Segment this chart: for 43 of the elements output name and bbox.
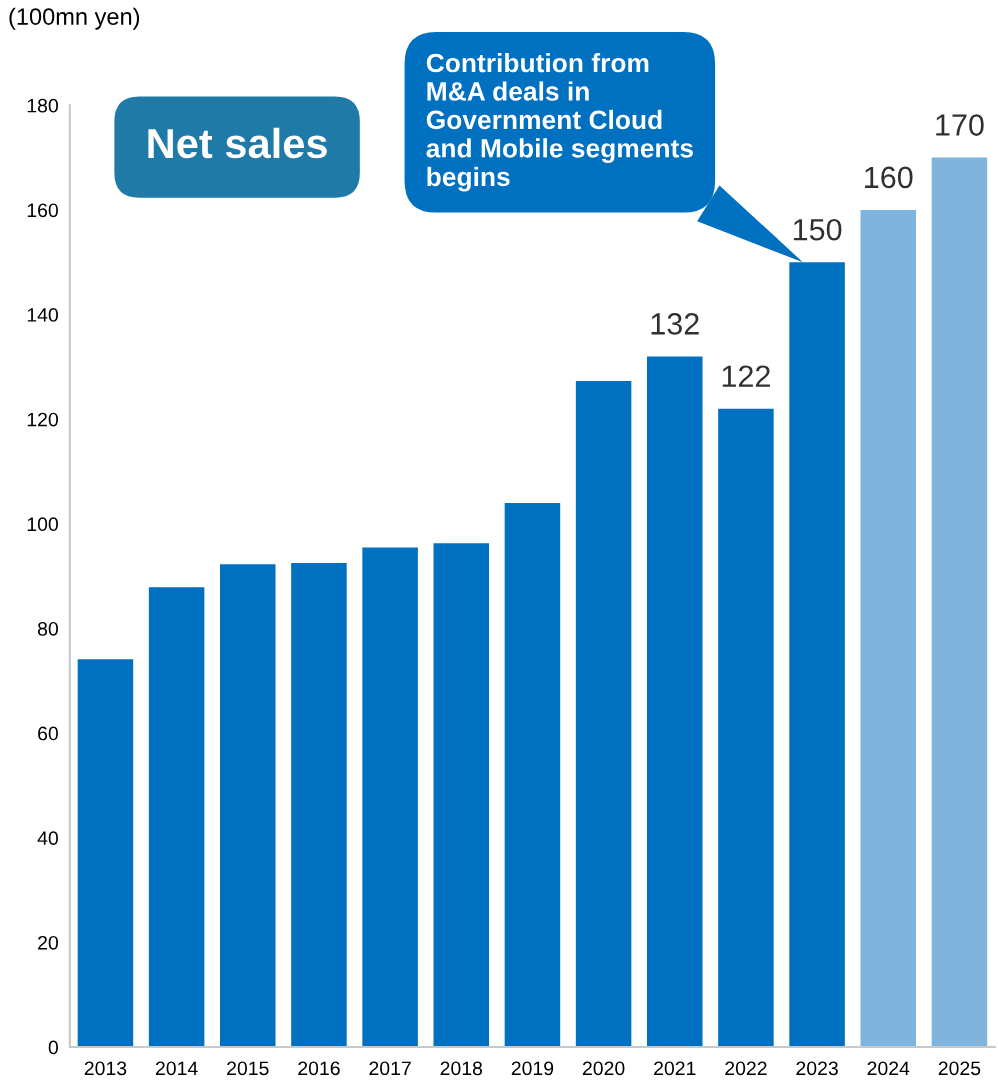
- data-label: 150: [793, 218, 842, 241]
- x-tick-label: 2023: [796, 1061, 838, 1076]
- y-tick-label: 180: [27, 98, 58, 113]
- y-tick-label: 100: [27, 517, 58, 532]
- y-tick-label: 60: [38, 726, 58, 741]
- data-label: 132: [651, 313, 699, 335]
- x-tick-label: 2015: [227, 1061, 269, 1076]
- bar: [931, 157, 988, 1048]
- y-tick-label: 40: [37, 831, 58, 846]
- annotation: Contribution from M&A deals in Government Cloud and Mobile segments begins: [426, 52, 693, 192]
- x-tick-label: 2019: [511, 1061, 554, 1076]
- x-tick-label: 2018: [440, 1061, 483, 1076]
- y-tick-label: 120: [27, 412, 58, 427]
- bar: [77, 659, 134, 1048]
- x-tick-label: 2013: [84, 1061, 127, 1076]
- data-label: 170: [936, 114, 984, 136]
- x-tick-label: 2017: [369, 1061, 411, 1076]
- data-label: 160: [865, 166, 913, 189]
- bar: [291, 563, 347, 1048]
- y-tick-label: 80: [37, 621, 58, 636]
- x-tick-label: 2020: [582, 1061, 625, 1076]
- bar: [433, 543, 490, 1048]
- bar: [148, 587, 205, 1048]
- x-tick-label: 2021: [654, 1061, 696, 1076]
- y-tick-label: 140: [27, 308, 58, 322]
- annotation: Net sales: [148, 127, 327, 159]
- bar: [220, 564, 276, 1048]
- bar: [647, 356, 703, 1048]
- bar: [362, 547, 418, 1048]
- y-tick-label: 20: [38, 935, 58, 950]
- bar: [504, 502, 561, 1048]
- x-tick-label: 2016: [298, 1061, 340, 1076]
- y-tick-label: 0: [48, 1040, 58, 1055]
- y-axis-title: (100mn yen): [9, 7, 140, 30]
- bar: [860, 209, 917, 1048]
- x-tick-label: 2014: [155, 1061, 198, 1076]
- data-label: 122: [722, 365, 770, 387]
- x-tick-label: 2025: [938, 1061, 981, 1076]
- x-tick-label: 2022: [725, 1061, 767, 1076]
- x-tick-label: 2024: [867, 1061, 910, 1076]
- y-tick-label: 160: [27, 203, 58, 218]
- bar: [575, 381, 632, 1048]
- bar: [718, 408, 774, 1048]
